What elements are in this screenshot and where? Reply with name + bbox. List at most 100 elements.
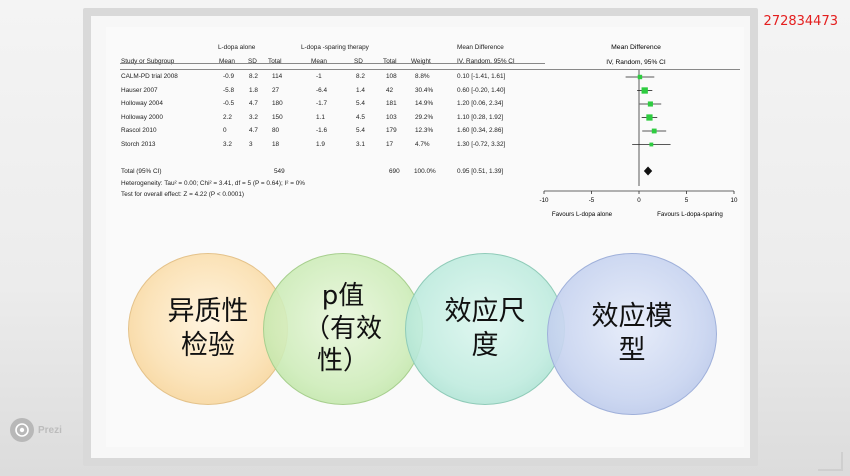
x-tick-label-4: 5 xyxy=(685,197,689,204)
row-5-study: Rascol 2010 xyxy=(121,127,157,134)
row-3-sd2: 5.4 xyxy=(356,100,365,107)
row-2-ci: 0.60 [-0.20, 1.40] xyxy=(457,86,506,94)
row-6-weight: 4.7% xyxy=(415,140,430,148)
row-4-study: Holloway 2000 xyxy=(121,113,163,121)
study-col-header: Study or Subgroup xyxy=(121,58,175,65)
row-4-n1: 150 xyxy=(272,113,283,121)
overall-effect-text: Test for overall effect: Z = 4.22 (P < 0… xyxy=(121,191,245,198)
study-marker-2 xyxy=(641,87,648,94)
row-6-mean1: 3.2 xyxy=(223,140,232,148)
row-2-sd1: 1.8 xyxy=(249,86,258,94)
study-marker-4 xyxy=(646,114,653,121)
circle-1-line-2: 检验 xyxy=(181,330,235,361)
row-3-mean2: -1.7 xyxy=(316,100,328,107)
row-3-weight: 14.9% xyxy=(415,100,434,107)
row-4-mean1: 2.2 xyxy=(223,113,232,121)
circle-1-line-1: 异质性 xyxy=(167,296,249,328)
row-4-mean2: 1.1 xyxy=(316,113,325,121)
prezi-icon xyxy=(10,418,34,442)
circle-2-line-2: （有效 xyxy=(303,313,382,344)
row-1-weight: 8.8% xyxy=(415,73,430,80)
forest-plot-chart: Mean Difference IV, Random, 95% CI -10 -5… xyxy=(540,44,738,218)
row-4-n2: 103 xyxy=(386,113,397,121)
row-2-weight: 30.4% xyxy=(415,86,434,94)
row-2-mean1: -5.8 xyxy=(223,86,235,94)
x-tick-label-3: 0 xyxy=(637,197,641,204)
md-header: Mean Difference xyxy=(457,44,504,51)
sd1-col-header: SD xyxy=(248,58,257,65)
x-tick-label-2: -5 xyxy=(589,197,595,204)
table-rule-top xyxy=(120,63,545,64)
heterogeneity-text: Heterogeneity: Tau² = 0.00; Chi² = 3.41,… xyxy=(121,180,305,187)
total2-col-header: Total xyxy=(383,58,397,65)
study-marker-5 xyxy=(651,128,657,134)
row-5-mean1: 0 xyxy=(223,127,227,134)
plot-subtitle: IV, Random, 95% CI xyxy=(606,59,666,66)
row-5-mean2: -1.6 xyxy=(316,127,328,134)
row-6-n1: 18 xyxy=(272,140,280,148)
row-6-n2: 17 xyxy=(386,140,394,148)
study-marker-6 xyxy=(649,142,654,147)
row-5-sd2: 5.4 xyxy=(356,127,365,134)
study-marker-3 xyxy=(647,101,653,107)
row-2-study: Hauser 2007 xyxy=(121,86,158,94)
row-5-n1: 80 xyxy=(272,127,280,134)
row-1-sd2: 8.2 xyxy=(356,73,365,80)
row-6-mean2: 1.9 xyxy=(316,140,325,148)
total-n1: 549 xyxy=(274,168,285,175)
md-method-header: IV, Random, 95% CI xyxy=(457,58,515,65)
row-1-ci: 0.10 [-1.41, 1.61] xyxy=(457,73,506,80)
prezi-logo-text: Prezi xyxy=(38,424,62,436)
row-4-sd1: 3.2 xyxy=(249,113,258,121)
total-label: Total (95% CI) xyxy=(121,168,162,175)
row-5-ci: 1.60 [0.34, 2.86] xyxy=(457,127,504,134)
plot-title: Mean Difference xyxy=(611,44,661,51)
row-1-mean1: -0.9 xyxy=(223,73,235,80)
circle-4-line-2: 型 xyxy=(618,335,646,366)
row-3-n1: 180 xyxy=(272,100,283,107)
circle-3-line-2: 度 xyxy=(471,330,499,361)
circle-2-line-1: p值 xyxy=(321,281,365,312)
x-tick-label-5: 10 xyxy=(731,197,738,204)
fullscreen-corner-icon[interactable] xyxy=(816,450,844,472)
circle-4-line-1: 效应模 xyxy=(591,301,673,333)
circle-3-line-1: 效应尺 xyxy=(444,296,526,328)
weight-col-header: Weight xyxy=(411,58,431,65)
row-6-sd1: 3 xyxy=(249,140,253,148)
row-1-mean2: -1 xyxy=(316,73,322,80)
circle-heterogeneity-test: 异质性 检验 xyxy=(128,253,288,405)
row-1-study: CALM-PD trial 2008 xyxy=(121,73,178,80)
row-5-weight: 12.3% xyxy=(415,127,434,134)
row-6-study: Storch 2013 xyxy=(121,140,156,148)
row-5-sd1: 4.7 xyxy=(249,127,258,134)
favours-left-label: Favours L-dopa alone xyxy=(552,211,613,218)
total-ci: 0.95 [0.51, 1.39] xyxy=(457,168,504,175)
row-2-n1: 27 xyxy=(272,86,280,94)
total-weight: 100.0% xyxy=(414,168,436,175)
group1-header: L-dopa alone xyxy=(218,44,256,51)
row-3-n2: 181 xyxy=(386,100,397,107)
mean2-col-header: Mean xyxy=(311,58,327,65)
row-2-mean2: -6.4 xyxy=(316,86,328,94)
table-rule-header xyxy=(120,69,740,70)
row-1-n2: 108 xyxy=(386,73,397,80)
row-4-ci: 1.10 [0.28, 1.92] xyxy=(457,113,504,121)
row-1-sd1: 8.2 xyxy=(249,73,258,80)
favours-right-label: Favours L-dopa-sparing xyxy=(657,211,723,218)
row-3-ci: 1.20 [0.06, 2.34] xyxy=(457,100,504,107)
prezi-logo: Prezi xyxy=(10,418,62,442)
circle-effect-model: 效应模型 xyxy=(547,253,717,415)
row-4-sd2: 4.5 xyxy=(356,113,365,121)
circle-p-value: p值 （有效 性） xyxy=(263,253,423,405)
total-n2: 690 xyxy=(389,168,400,175)
mean1-col-header: Mean xyxy=(219,58,235,65)
row-3-study: Holloway 2004 xyxy=(121,100,163,107)
row-5-n2: 179 xyxy=(386,127,397,134)
sd2-col-header: SD xyxy=(354,58,363,65)
study-marker-1 xyxy=(637,74,643,80)
row-6-sd2: 3.1 xyxy=(356,140,365,148)
circle-effect-size: 效应尺度 xyxy=(405,253,565,405)
pooled-diamond xyxy=(643,166,653,176)
circle-2-line-3: 性） xyxy=(316,346,369,377)
row-2-n2: 42 xyxy=(386,86,394,94)
